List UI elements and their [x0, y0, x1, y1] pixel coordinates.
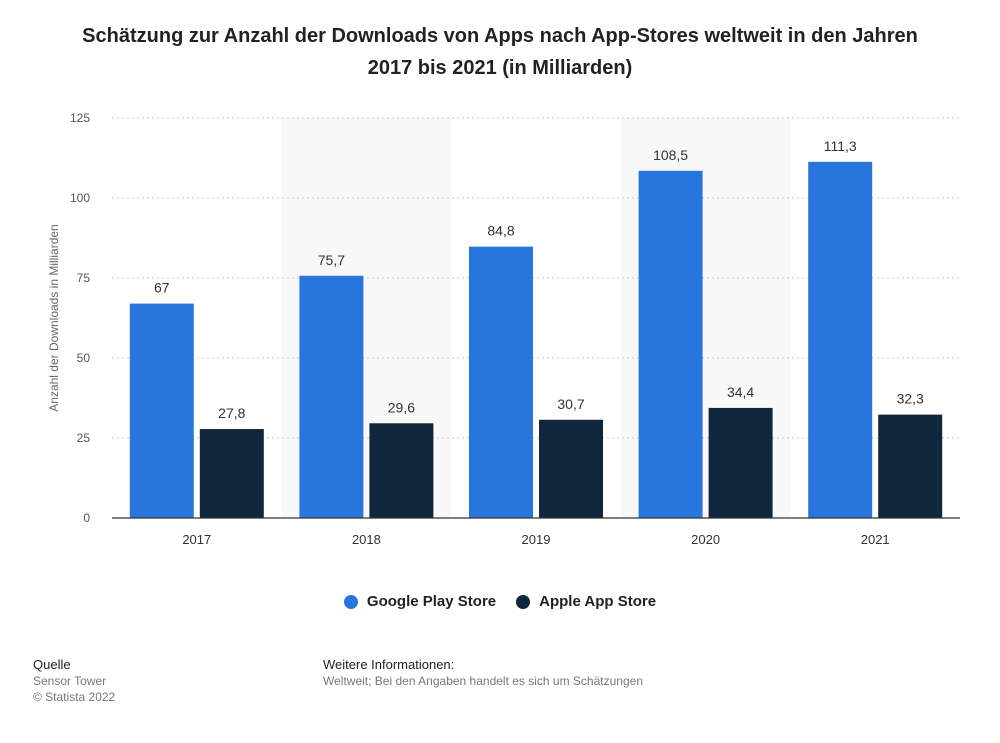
info-text: Weltweit; Bei den Angaben handelt es sic… [323, 674, 643, 688]
legend-item-google[interactable]: Google Play Store [343, 593, 497, 610]
legend-swatch-google [343, 594, 358, 609]
y-axis-ticks: 0 25 50 75 100 125 [70, 111, 90, 525]
info-heading: Weitere Informationen: [323, 657, 455, 672]
data-label: 111,3 [824, 138, 857, 154]
data-label: 27,8 [218, 405, 245, 421]
bar-apple-2021 [878, 414, 943, 518]
source-heading: Quelle [33, 657, 71, 672]
data-label: 30,7 [557, 396, 584, 412]
y-tick-label: 25 [77, 431, 91, 445]
y-axis-title: Anzahl der Downloads in Milliarden [47, 224, 61, 411]
data-label: 67 [154, 280, 170, 296]
x-tick-label: 2020 [691, 532, 720, 547]
bar-apple-2020 [708, 407, 773, 518]
bar-google-2019 [469, 246, 533, 518]
y-tick-label: 50 [77, 351, 91, 365]
y-tick-label: 125 [70, 111, 90, 125]
legend: Google Play Store Apple App Store [0, 593, 1000, 610]
bars [129, 161, 943, 519]
x-tick-label: 2018 [352, 532, 381, 547]
bar-apple-2019 [539, 419, 603, 518]
x-axis-labels: 2017 2018 2019 2020 2021 [182, 532, 889, 547]
x-tick-label: 2021 [861, 532, 890, 547]
bar-google-2020 [638, 170, 703, 519]
data-label: 29,6 [388, 399, 415, 415]
legend-item-apple[interactable]: Apple App Store [516, 593, 656, 610]
source-block: Quelle Sensor Tower © Statista 2022 [33, 657, 115, 705]
bar-google-2018 [299, 275, 364, 518]
bar-apple-2018 [369, 423, 434, 518]
chart-title: Schätzung zur Anzahl der Downloads von A… [82, 25, 918, 79]
data-label: 108,5 [653, 147, 688, 163]
bar-chart: 0 25 50 75 100 125 67 75,7 84,8 108,5 111,3 27,8 29… [47, 111, 960, 547]
data-label: 84,8 [487, 223, 514, 239]
y-tick-label: 100 [70, 191, 90, 205]
data-label: 75,7 [318, 252, 345, 268]
info-block: Weitere Informationen: Weltweit; Bei den… [323, 657, 643, 689]
copyright: © Statista 2022 [33, 690, 116, 704]
bar-apple-2017 [199, 429, 264, 518]
data-labels: 67 75,7 84,8 108,5 111,3 27,8 29,6 30,7 34,4 32,3 [154, 138, 924, 421]
legend-swatch-apple [516, 594, 531, 609]
bar-google-2021 [808, 161, 873, 518]
data-label: 34,4 [727, 384, 754, 400]
legend-label-apple: Apple App Store [539, 593, 657, 610]
y-tick-label: 0 [83, 511, 90, 525]
x-tick-label: 2019 [522, 532, 551, 547]
y-tick-label: 75 [77, 271, 91, 285]
bar-google-2017 [129, 303, 194, 518]
data-label: 32,3 [897, 391, 924, 407]
source-name: Sensor Tower [33, 674, 107, 688]
legend-label-google: Google Play Store [366, 593, 497, 610]
x-tick-label: 2017 [182, 532, 211, 547]
